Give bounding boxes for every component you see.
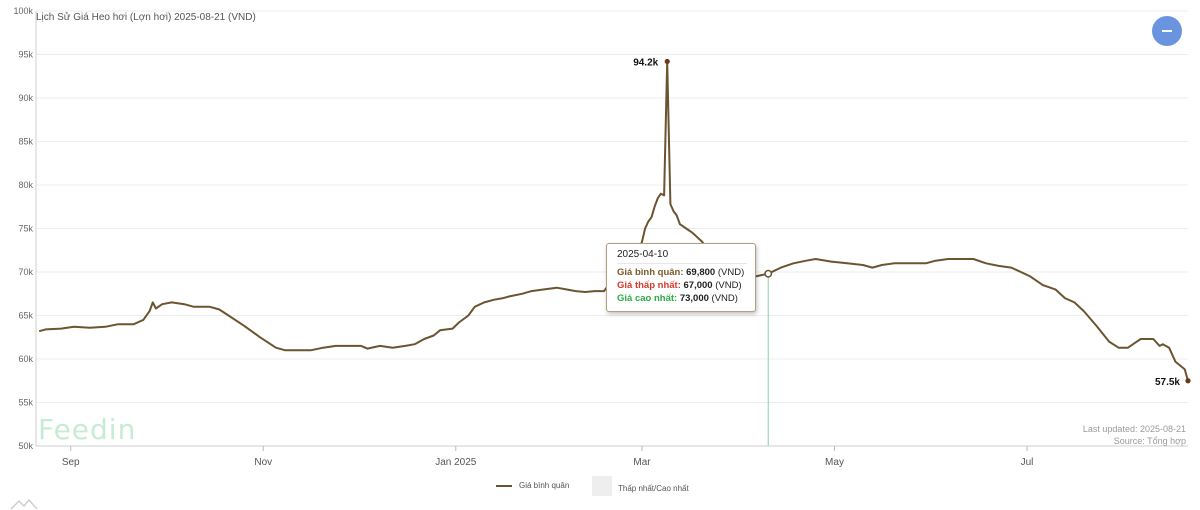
tooltip-value: 69,800 xyxy=(686,267,716,278)
series-line-average xyxy=(38,60,1189,382)
feedin-watermark: Feedin xyxy=(38,413,137,446)
collapse-button[interactable] xyxy=(1152,16,1182,46)
chart-title: Lịch Sử Giá Heo hơi (Lợn hơi) 2025-08-21… xyxy=(36,12,256,23)
annotation-point xyxy=(664,58,670,65)
x-tick-label: May xyxy=(825,457,844,468)
chart-legend: Giá bình quân Thấp nhất/Cao nhất xyxy=(0,476,1200,496)
legend-label-range: Thấp nhất/Cao nhất xyxy=(618,484,689,493)
tooltip-unit: (VND) xyxy=(715,280,742,291)
hover-point-marker xyxy=(764,269,773,278)
annotation-label: 57.5k xyxy=(1155,377,1180,388)
x-tick-label: Sep xyxy=(62,457,80,468)
y-tick-label: 75k xyxy=(18,224,33,234)
y-tick-label: 55k xyxy=(18,398,33,408)
legend-item-range[interactable]: Thấp nhất/Cao nhất xyxy=(592,476,689,496)
x-tick-label: Jan 2025 xyxy=(435,457,477,468)
tooltip-row-min: Giá thấp nhất: 67,000 (VND) xyxy=(617,279,747,292)
legend-line-swatch xyxy=(496,484,512,487)
last-updated-text: Last updated: 2025-08-21 xyxy=(1082,424,1186,434)
x-tick-label: Mar xyxy=(633,457,651,468)
tooltip-label: Giá bình quân: xyxy=(617,267,684,278)
tooltip-label: Giá thấp nhất: xyxy=(617,280,681,291)
tooltip-value: 73,000 xyxy=(679,293,709,304)
annotation-label: 94.2k xyxy=(633,57,658,68)
chart-tooltip: 2025-04-10 Giá bình quân: 69,800 (VND) G… xyxy=(606,243,756,312)
tooltip-date: 2025-04-10 xyxy=(617,249,747,264)
tooltip-row-max: Giá cao nhất: 73,000 (VND) xyxy=(617,292,747,305)
tooltip-label: Giá cao nhất: xyxy=(617,293,678,304)
tooltip-unit: (VND) xyxy=(711,293,738,304)
minus-icon xyxy=(1162,30,1172,32)
y-tick-label: 90k xyxy=(18,93,33,103)
mountain-logo-icon xyxy=(10,499,38,510)
y-tick-label: 85k xyxy=(18,137,33,147)
y-tick-label: 60k xyxy=(18,354,33,364)
x-tick-label: Nov xyxy=(254,457,272,468)
legend-box-swatch xyxy=(592,476,612,496)
legend-label-average: Giá bình quân xyxy=(519,481,570,490)
y-tick-label: 50k xyxy=(18,441,33,451)
annotation-point xyxy=(1185,378,1191,384)
y-tick-label: 100k xyxy=(13,6,33,16)
x-tick-label: Jul xyxy=(1021,457,1034,468)
legend-item-average[interactable]: Giá bình quân xyxy=(496,481,569,490)
y-tick-label: 95k xyxy=(18,50,33,60)
y-tick-label: 65k xyxy=(18,311,33,321)
y-tick-label: 80k xyxy=(18,180,33,190)
tooltip-value: 67,000 xyxy=(683,280,713,291)
tooltip-unit: (VND) xyxy=(717,267,745,278)
y-tick-label: 70k xyxy=(18,267,33,277)
tooltip-row-average: Giá bình quân: 69,800 (VND) xyxy=(617,266,747,279)
source-text: Source: Tổng hợp xyxy=(1113,436,1186,446)
